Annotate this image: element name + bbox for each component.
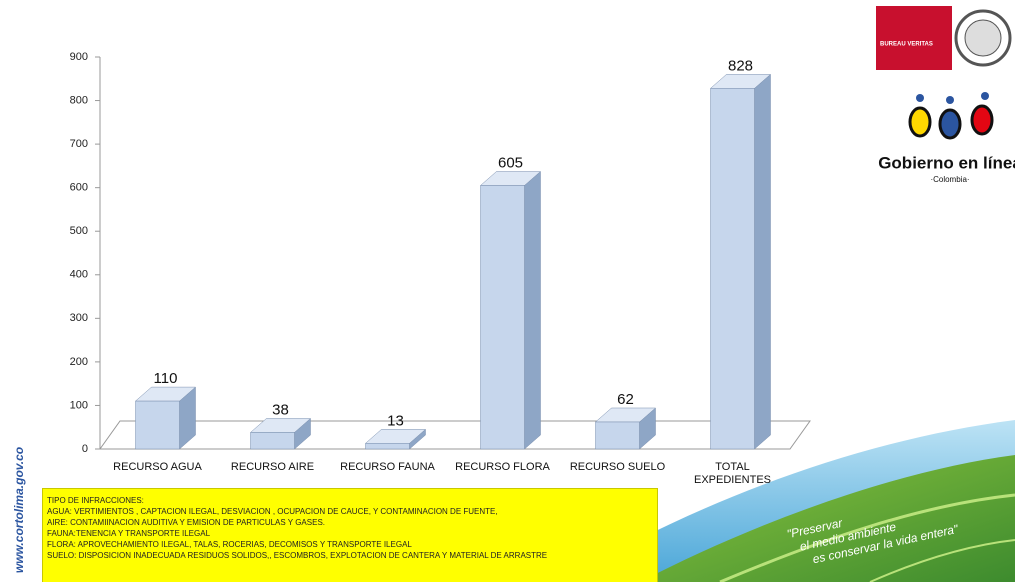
data-label: 605	[498, 154, 523, 171]
logo-figure	[970, 104, 994, 136]
bar	[480, 185, 525, 450]
y-tick-label: 200	[70, 356, 88, 368]
x-tick-label: RECURSO AGUA	[113, 461, 202, 473]
logo-dot	[946, 96, 954, 104]
data-label: 62	[617, 391, 634, 408]
floor	[99, 420, 811, 450]
logo-dot	[981, 92, 989, 100]
y-tick-label: 600	[70, 182, 88, 194]
field	[640, 455, 1015, 582]
y-tick-label: 400	[70, 269, 88, 281]
field-line	[869, 539, 1015, 582]
website: www.cortolima.gov.co	[12, 447, 26, 573]
logo-figure	[938, 108, 962, 140]
gobierno-text: Gobierno en línea	[878, 153, 1015, 172]
x-tick-label: TOTAL EXPEDIENTES	[693, 461, 772, 486]
data-label: 13	[387, 412, 404, 429]
notes-box: TIPO DE INFRACCIONES: AGUA: VERTIMIENTOS …	[42, 488, 658, 582]
y-tick-label: 500	[70, 225, 88, 237]
x-tick-label: RECURSO AIRE	[230, 461, 315, 473]
bar	[595, 421, 640, 450]
y-tick-label: 900	[70, 51, 88, 63]
y-tick-label: 100	[70, 399, 88, 411]
data-label: 38	[272, 401, 289, 418]
bar-side	[754, 73, 771, 450]
note-line: TIPO DE INFRACCIONES:	[47, 496, 144, 505]
data-label: 828	[728, 57, 753, 74]
note-line: FLORA: APROVECHAMIENTO ILEGAL, TALAS, RO…	[47, 540, 412, 549]
cert-text: BUREAU VERITAS	[880, 42, 933, 48]
y-tick-label: 700	[70, 138, 88, 150]
bar	[710, 88, 755, 450]
field-line	[719, 493, 1015, 582]
note-line: AIRE: CONTAMIINACION AUDITIVA Y EMISION …	[47, 518, 325, 527]
note-line: AGUA: VERTIMIENTOS , CAPTACION ILEGAL, D…	[47, 507, 498, 516]
cert-logo	[876, 6, 952, 70]
x-tick-label: RECURSO FLORA	[455, 461, 550, 473]
bar	[250, 432, 295, 450]
note-line: SUELO: DISPOSICION INADECUADA RESIDUOS S…	[47, 551, 548, 560]
note-line: FAUNA:TENENCIA Y TRANSPORTE ILEGAL	[47, 529, 211, 538]
x-tick-label: RECURSO SUELO	[569, 461, 666, 473]
bar	[135, 400, 180, 450]
x-tick-label: RECURSO FAUNA	[340, 461, 435, 473]
y-tick-label: 800	[70, 94, 88, 106]
cert-seal	[964, 19, 1002, 57]
y-tick-label: 0	[82, 443, 88, 455]
bar-side	[524, 170, 541, 450]
colombia-text: ·Colombia·	[930, 175, 969, 184]
logo-dot	[916, 94, 924, 102]
bar	[365, 443, 410, 450]
logo-figure	[908, 106, 932, 138]
y-tick-label: 300	[70, 312, 88, 324]
data-label: 110	[154, 370, 178, 387]
